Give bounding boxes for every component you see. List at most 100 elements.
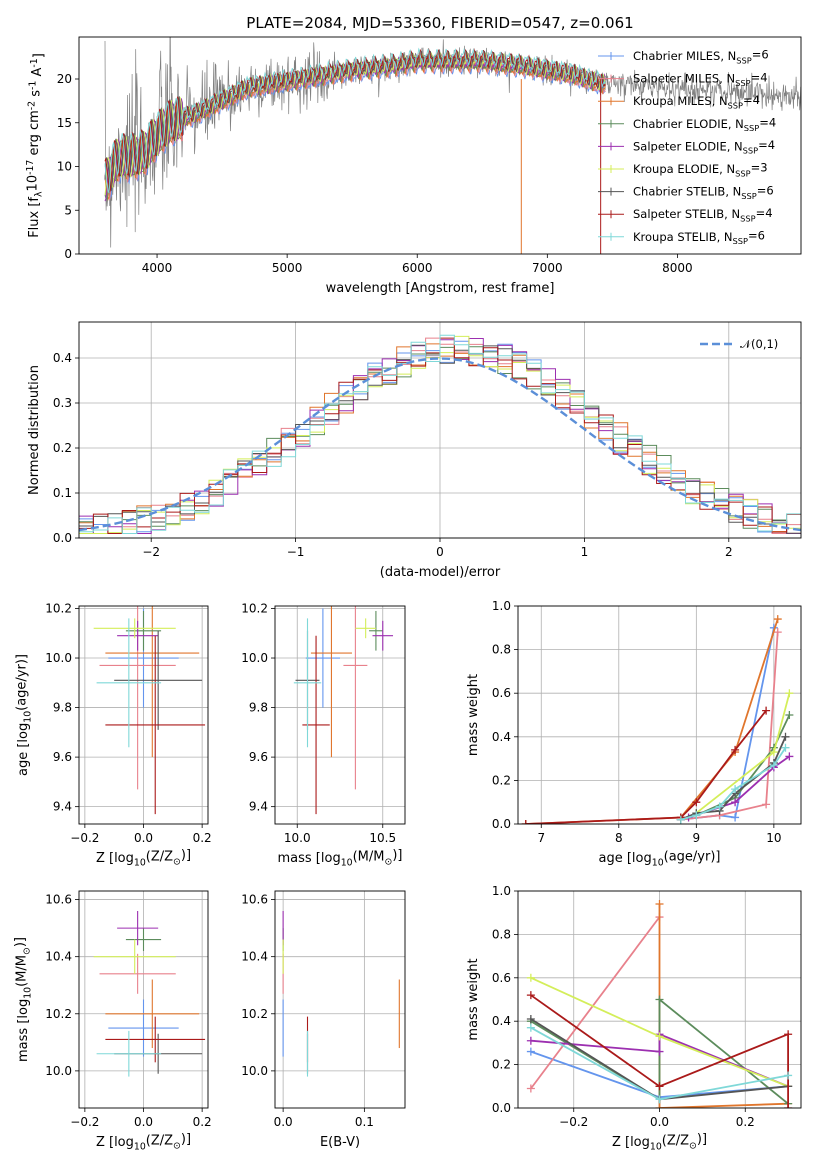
axes-frame — [78, 321, 802, 539]
y-tick-label: 10.6 — [241, 893, 268, 907]
x-axis-label: mass [log10(M/M⊙)] — [278, 848, 403, 869]
y-tick-label: 10.0 — [45, 651, 72, 665]
residual-histogram — [79, 334, 801, 534]
weight-point — [655, 1082, 664, 1091]
x-axis-label: age [log10(age/yr)] — [599, 850, 721, 869]
weight-point — [526, 1036, 535, 1045]
weight-point — [762, 800, 771, 809]
weight-point — [655, 995, 664, 1004]
legend-entry: Kroupa STELIB, NSSP=6 — [633, 229, 765, 247]
weight-series-line — [680, 736, 787, 821]
weight-point — [731, 813, 740, 822]
weight-point — [784, 1071, 793, 1080]
weight-series-line — [530, 994, 789, 1108]
y-tick-label: 0.2 — [492, 773, 511, 787]
x-tick-label: 0.0 — [650, 1115, 669, 1129]
weight-series-line — [530, 916, 661, 1090]
y-tick-label: 10.4 — [241, 950, 268, 964]
plot-area-weight-vs-Z — [526, 900, 793, 1108]
axes-frame — [78, 36, 802, 255]
axes-frame — [517, 605, 802, 825]
weight-point — [526, 1084, 535, 1093]
y-tick-label: 0.4 — [53, 351, 72, 365]
axes-frame — [274, 890, 406, 1109]
weight-point — [762, 706, 771, 715]
y-tick-label: 9.6 — [53, 750, 72, 764]
residual-legend: 𝒩(0,1) — [700, 337, 778, 351]
y-tick-label: 9.6 — [249, 750, 268, 764]
x-axis-label: Z [log10(Z/Z⊙)] — [612, 1132, 707, 1153]
plot-area-residuals — [79, 334, 801, 534]
x-tick-label: 0.2 — [736, 1115, 755, 1129]
x-axis-label: Z [log10(Z/Z⊙)] — [96, 848, 191, 869]
x-tick-label: −1 — [287, 545, 305, 559]
plot-area-age-vs-Z — [93, 606, 206, 815]
x-tick-label: 4000 — [142, 261, 173, 275]
weight-point — [521, 820, 530, 824]
y-tick-label: 0.8 — [492, 927, 511, 941]
y-axis-label: mass [log10(M/M⊙)] — [13, 937, 34, 1062]
weight-point — [785, 689, 794, 698]
weight-point — [655, 900, 664, 909]
weight-point — [526, 973, 535, 982]
x-tick-label: 0 — [436, 545, 444, 559]
weight-point — [781, 732, 790, 741]
y-tick-label: 9.4 — [249, 800, 268, 814]
chart-age-vs-mass: 10.0 10.5 9.4 9.6 9.8 10.0 10.2 mass [log10(M/M… — [241, 601, 406, 869]
axes-frame — [78, 605, 209, 825]
legend-entry: Salpeter MILES, NSSP=4 — [633, 70, 768, 88]
chart-age-vs-Z: −0.2 0.0 0.2 9.4 9.6 9.8 10.0 10.2 Z [log10(Z/Z⊙… — [15, 601, 212, 869]
y-tick-label: 10.0 — [241, 1064, 268, 1078]
figure-title: PLATE=2084, MJD=53360, FIBERID=0547, z=0… — [246, 14, 633, 32]
x-tick-label: 10 — [766, 831, 781, 845]
plot-area-mass-vs-Z — [93, 910, 206, 1077]
weight-point — [526, 1015, 535, 1024]
y-axis-label: age [log10(age/yr)] — [15, 654, 34, 776]
chart-mass-vs-EBV: 0.0 0.1 10.0 10.2 10.4 10.6 E(B-V) — [241, 890, 406, 1150]
y-tick-label: 0.4 — [492, 730, 511, 744]
y-tick-label: 9.4 — [53, 800, 72, 814]
x-tick-label: 6000 — [402, 261, 433, 275]
weight-series-line — [680, 627, 775, 821]
weight-series-line — [658, 904, 789, 1108]
y-tick-label: 10.2 — [45, 601, 72, 615]
axes-frame — [517, 890, 802, 1109]
chart-weight-vs-Z: −0.2 0.0 0.2 0.0 0.2 0.4 0.6 0.8 1.0 Z [log10(Z/Z… — [466, 884, 802, 1153]
x-tick-label: 0.0 — [134, 1115, 153, 1129]
x-tick-label: 5000 — [272, 261, 303, 275]
weight-point — [785, 752, 794, 761]
x-tick-label: 0.0 — [134, 831, 153, 845]
x-tick-label: −2 — [142, 545, 160, 559]
y-tick-label: 1.0 — [492, 884, 511, 898]
y-tick-label: 10.0 — [241, 651, 268, 665]
weight-point — [784, 1104, 793, 1108]
x-tick-label: −0.2 — [70, 1115, 99, 1129]
y-tick-label: 9.8 — [249, 701, 268, 715]
weight-point — [526, 1047, 535, 1056]
legend-entry: Kroupa MILES, NSSP=4 — [633, 93, 760, 111]
weight-point — [781, 743, 790, 752]
spectrum-model-line — [104, 49, 606, 191]
x-tick-label: 10.0 — [284, 831, 311, 845]
x-tick-label: 0.1 — [355, 1115, 374, 1129]
plot-area-mass-vs-EBV — [282, 910, 400, 1077]
y-axis-label: Flux [fλ10-17 erg cm-2 s-1 A-1] — [25, 53, 47, 238]
weight-point — [715, 802, 724, 811]
weight-series-line — [680, 747, 787, 821]
y-tick-label: 20 — [57, 72, 72, 86]
x-axis-label: (data-model)/error — [380, 565, 501, 580]
x-axis-label: E(B-V) — [320, 1135, 360, 1150]
y-tick-label: 10 — [57, 160, 72, 174]
weight-point — [692, 811, 701, 820]
legend-entry: Salpeter STELIB, NSSP=4 — [633, 206, 773, 224]
axes-frame — [274, 605, 406, 825]
plot-area-spectrum — [104, 37, 801, 254]
y-tick-label: 0.6 — [492, 686, 511, 700]
spectrum-legend: Chabrier MILES, NSSP=6 Salpeter MILES, NS… — [598, 48, 776, 246]
y-tick-label: 0.2 — [53, 441, 72, 455]
x-tick-label: −0.2 — [70, 831, 99, 845]
y-tick-label: 10.2 — [241, 1007, 268, 1021]
weight-point — [731, 745, 740, 754]
weight-point — [655, 1095, 664, 1104]
y-tick-label: 10.6 — [45, 893, 72, 907]
